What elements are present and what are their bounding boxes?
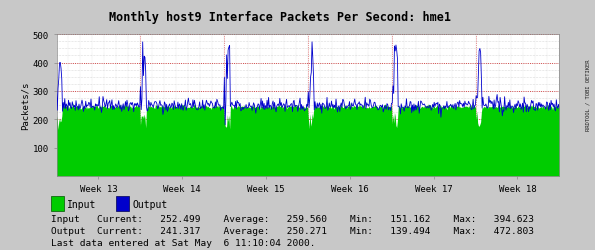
- Text: Monthly host9 Interface Packets Per Second: hme1: Monthly host9 Interface Packets Per Seco…: [109, 11, 450, 24]
- Text: Last data entered at Sat May  6 11:10:04 2000.: Last data entered at Sat May 6 11:10:04 …: [51, 238, 315, 248]
- Text: Input: Input: [67, 199, 96, 209]
- Text: RRDTOOL / TOBI OETIKER: RRDTOOL / TOBI OETIKER: [586, 60, 591, 130]
- Text: Input   Current:   252.499    Average:   259.560    Min:   151.162    Max:   394: Input Current: 252.499 Average: 259.560 …: [51, 214, 534, 223]
- Y-axis label: Packets/s: Packets/s: [21, 82, 30, 130]
- Text: Output  Current:   241.317    Average:   250.271    Min:   139.494    Max:   472: Output Current: 241.317 Average: 250.271…: [51, 226, 534, 235]
- Text: Output: Output: [132, 199, 167, 209]
